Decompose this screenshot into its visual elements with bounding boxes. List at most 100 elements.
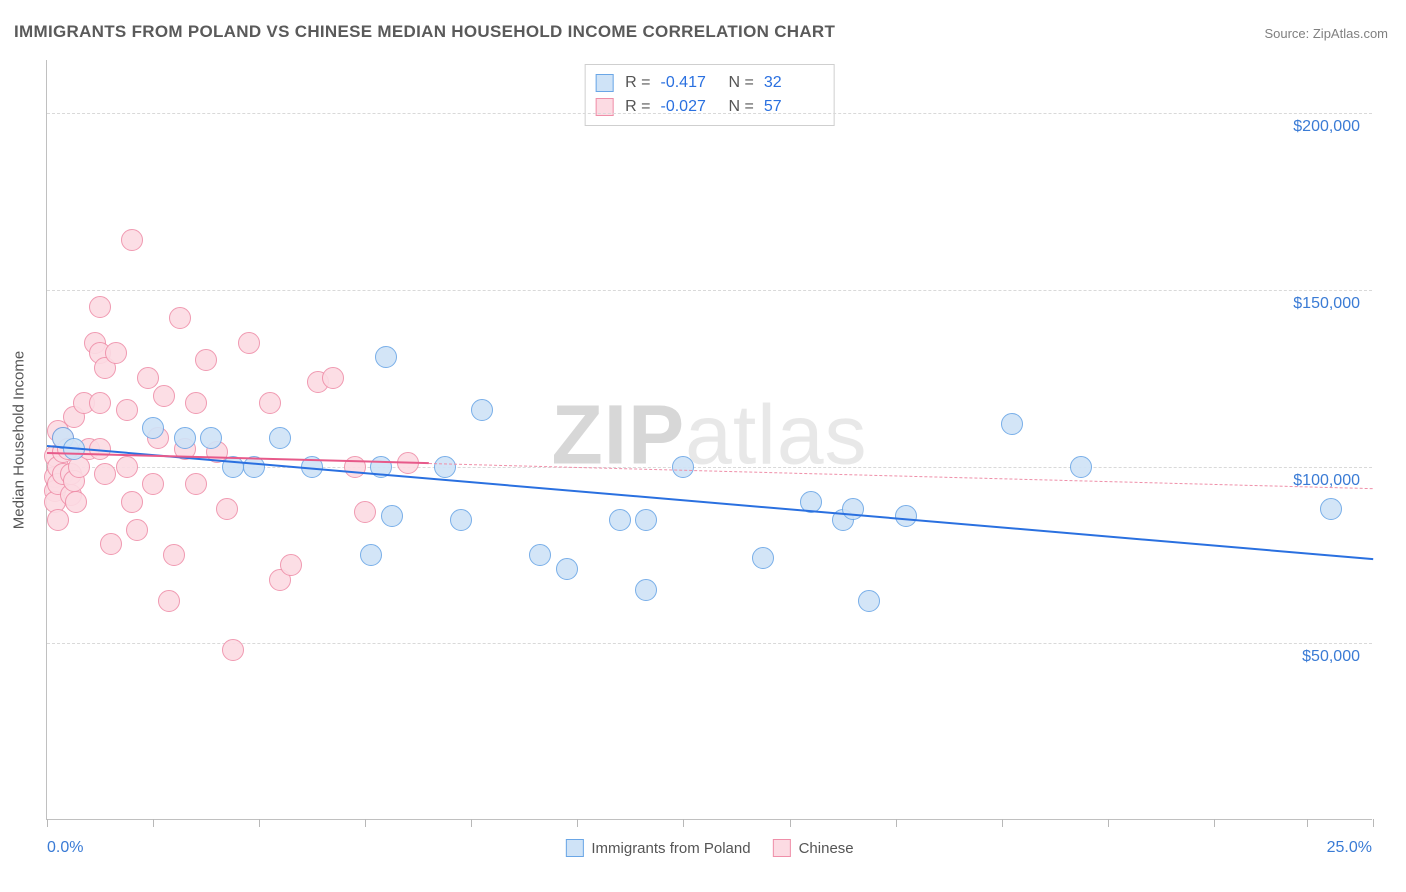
y-tick-label: $200,000 xyxy=(1293,118,1360,136)
marker-poland xyxy=(1001,413,1023,435)
marker-poland xyxy=(1320,498,1342,520)
x-tick xyxy=(577,819,578,827)
marker-chinese xyxy=(126,519,148,541)
marker-chinese xyxy=(105,342,127,364)
x-tick xyxy=(1214,819,1215,827)
bottom-legend: Immigrants from Poland Chinese xyxy=(565,839,853,857)
gridline xyxy=(47,113,1372,114)
marker-poland xyxy=(556,558,578,580)
marker-chinese xyxy=(163,544,185,566)
marker-poland xyxy=(174,427,196,449)
marker-poland xyxy=(360,544,382,566)
marker-poland xyxy=(672,456,694,478)
marker-chinese xyxy=(153,385,175,407)
marker-poland xyxy=(842,498,864,520)
x-tick xyxy=(365,819,366,827)
x-tick xyxy=(47,819,48,827)
stat-n-chinese: 57 xyxy=(764,95,820,119)
marker-chinese xyxy=(121,229,143,251)
x-tick xyxy=(896,819,897,827)
marker-chinese xyxy=(238,332,260,354)
marker-chinese xyxy=(280,554,302,576)
x-tick xyxy=(1373,819,1374,827)
marker-chinese xyxy=(322,367,344,389)
chart-title: IMMIGRANTS FROM POLAND VS CHINESE MEDIAN… xyxy=(14,22,835,42)
stat-r-label: R = xyxy=(625,95,650,119)
marker-poland xyxy=(752,547,774,569)
marker-poland xyxy=(529,544,551,566)
swatch-poland-legend xyxy=(565,839,583,857)
marker-poland xyxy=(381,505,403,527)
legend-label-chinese: Chinese xyxy=(799,840,854,857)
plot-area: Median Household Income ZIPatlas R = -0.… xyxy=(46,60,1372,820)
marker-chinese xyxy=(259,392,281,414)
legend-item-poland: Immigrants from Poland xyxy=(565,839,750,857)
y-axis-title: Median Household Income xyxy=(11,350,28,528)
swatch-chinese-legend xyxy=(773,839,791,857)
marker-poland xyxy=(375,346,397,368)
marker-poland xyxy=(895,505,917,527)
marker-chinese xyxy=(89,392,111,414)
x-axis-min-label: 0.0% xyxy=(47,839,83,857)
marker-poland xyxy=(1070,456,1092,478)
marker-chinese xyxy=(116,456,138,478)
marker-poland xyxy=(450,509,472,531)
stats-box: R = -0.417 N = 32 R = -0.027 N = 57 xyxy=(584,64,835,126)
x-axis-max-label: 25.0% xyxy=(1327,839,1372,857)
stat-r-chinese: -0.027 xyxy=(661,95,717,119)
marker-chinese xyxy=(158,590,180,612)
x-tick xyxy=(790,819,791,827)
marker-poland xyxy=(200,427,222,449)
marker-poland xyxy=(434,456,456,478)
chart-container: IMMIGRANTS FROM POLAND VS CHINESE MEDIAN… xyxy=(0,0,1406,892)
gridline xyxy=(47,290,1372,291)
marker-chinese xyxy=(185,392,207,414)
marker-chinese xyxy=(121,491,143,513)
marker-chinese xyxy=(142,473,164,495)
watermark: ZIPatlas xyxy=(551,386,867,483)
x-tick xyxy=(471,819,472,827)
source-label: Source: ZipAtlas.com xyxy=(1264,26,1388,41)
marker-chinese xyxy=(47,509,69,531)
x-tick xyxy=(1002,819,1003,827)
marker-chinese xyxy=(94,463,116,485)
x-tick xyxy=(1108,819,1109,827)
stat-r-poland: -0.417 xyxy=(661,71,717,95)
marker-poland xyxy=(471,399,493,421)
x-tick xyxy=(1307,819,1308,827)
y-tick-label: $50,000 xyxy=(1302,648,1360,666)
marker-chinese xyxy=(137,367,159,389)
stats-row-chinese: R = -0.027 N = 57 xyxy=(595,95,820,119)
x-tick xyxy=(259,819,260,827)
marker-chinese xyxy=(185,473,207,495)
marker-chinese xyxy=(354,501,376,523)
marker-chinese xyxy=(216,498,238,520)
marker-chinese xyxy=(169,307,191,329)
swatch-poland xyxy=(595,74,613,92)
gridline xyxy=(47,643,1372,644)
x-tick xyxy=(153,819,154,827)
y-tick-label: $150,000 xyxy=(1293,295,1360,313)
marker-poland xyxy=(858,590,880,612)
marker-chinese xyxy=(100,533,122,555)
stat-n-poland: 32 xyxy=(764,71,820,95)
marker-chinese xyxy=(222,639,244,661)
stat-n-label: N = xyxy=(729,95,754,119)
marker-chinese xyxy=(195,349,217,371)
marker-chinese xyxy=(116,399,138,421)
x-tick xyxy=(683,819,684,827)
legend-label-poland: Immigrants from Poland xyxy=(591,840,750,857)
marker-poland xyxy=(269,427,291,449)
marker-chinese xyxy=(89,296,111,318)
marker-poland xyxy=(635,509,657,531)
marker-poland xyxy=(142,417,164,439)
stat-r-label: R = xyxy=(625,71,650,95)
legend-item-chinese: Chinese xyxy=(773,839,854,857)
marker-poland xyxy=(609,509,631,531)
marker-poland xyxy=(635,579,657,601)
stats-row-poland: R = -0.417 N = 32 xyxy=(595,71,820,95)
stat-n-label: N = xyxy=(729,71,754,95)
regression-line-poland xyxy=(47,445,1373,560)
marker-chinese xyxy=(65,491,87,513)
marker-chinese xyxy=(344,456,366,478)
